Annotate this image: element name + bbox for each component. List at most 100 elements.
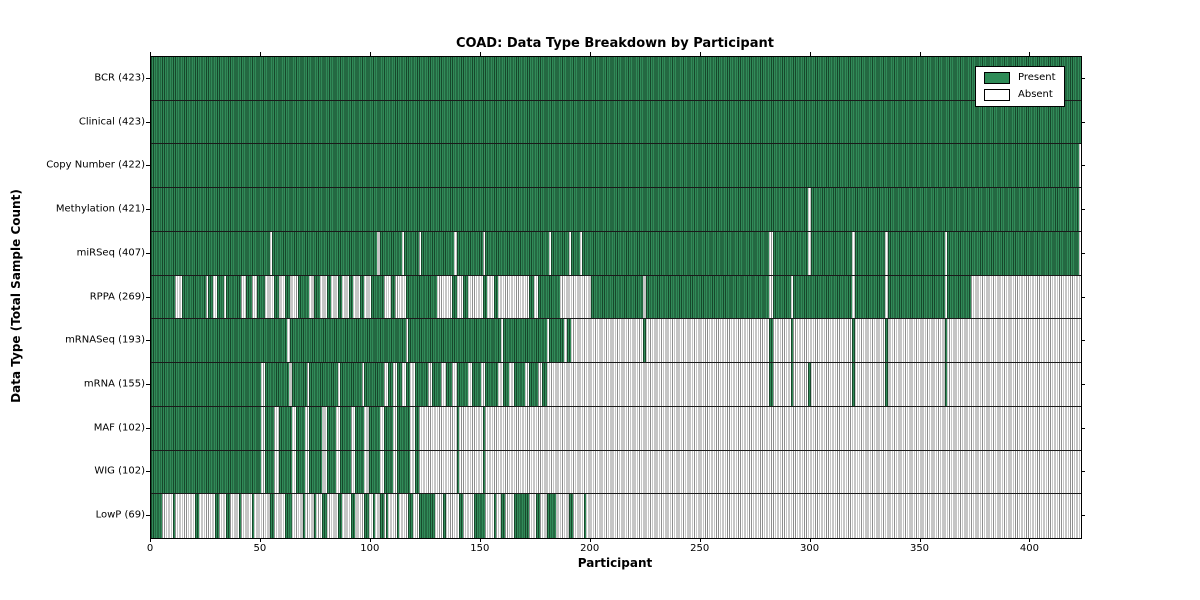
row-bcr <box>151 57 1081 101</box>
present-segment <box>326 275 332 319</box>
present-segment <box>151 319 288 363</box>
present-segment <box>351 494 356 538</box>
present-segment <box>298 275 310 319</box>
present-segment <box>348 275 354 319</box>
present-segment <box>364 363 385 406</box>
present-segment <box>854 275 886 319</box>
y-tick-mark <box>1081 121 1085 123</box>
present-segment <box>456 450 459 494</box>
x-tick-mark <box>919 538 921 542</box>
y-tick-mark <box>1081 340 1085 342</box>
present-segment <box>386 494 389 538</box>
present-segment <box>278 450 292 494</box>
present-segment <box>337 494 343 538</box>
present-segment <box>151 100 1081 144</box>
present-segment <box>151 363 261 406</box>
row-clinical <box>151 100 1081 145</box>
present-segment <box>151 275 176 319</box>
y-tick-mark <box>1081 252 1085 254</box>
present-segment <box>452 275 457 319</box>
present-segment <box>403 231 420 275</box>
present-segment <box>408 494 413 538</box>
present-segment <box>151 57 1081 100</box>
present-segment <box>581 231 769 275</box>
present-segment <box>485 363 499 406</box>
x-tick-mark <box>809 52 811 56</box>
row-methylation <box>151 188 1081 232</box>
present-segment <box>414 363 429 406</box>
present-segment <box>513 363 525 406</box>
row-lowp <box>151 494 1081 538</box>
legend-label-absent: Absent <box>1018 89 1053 100</box>
present-segment <box>406 363 411 406</box>
y-tick-mark <box>146 121 150 123</box>
y-axis-label: Data Type (Total Sample Count) <box>9 189 23 403</box>
present-segment <box>326 406 336 450</box>
present-segment <box>285 494 292 538</box>
x-tick-mark <box>589 538 591 542</box>
present-segment <box>245 275 253 319</box>
present-segment <box>548 319 565 363</box>
present-segment <box>502 319 547 363</box>
x-tick-label: 350 <box>909 543 930 554</box>
x-tick-mark <box>699 52 701 56</box>
legend-entry-present: Present <box>984 72 1056 84</box>
present-segment <box>384 450 393 494</box>
present-segment <box>397 363 402 406</box>
present-segment <box>309 406 323 450</box>
y-tick-mark <box>1081 427 1085 429</box>
present-segment <box>529 363 538 406</box>
row-wig <box>151 450 1081 495</box>
x-tick-label: 400 <box>1019 543 1039 554</box>
chart-title: COAD: Data Type Breakdown by Participant <box>456 36 774 51</box>
present-segment <box>151 144 1079 188</box>
x-tick-mark <box>150 52 151 56</box>
present-segment <box>302 494 305 538</box>
present-segment <box>296 450 305 494</box>
present-segment <box>379 231 402 275</box>
y-tick-mark <box>1081 209 1085 211</box>
present-segment <box>337 275 343 319</box>
present-segment <box>274 275 279 319</box>
present-segment <box>208 275 213 319</box>
present-segment <box>432 363 442 406</box>
y-tick-label: mRNA (155) <box>83 378 145 390</box>
present-segment <box>482 406 486 450</box>
present-segment <box>485 231 549 275</box>
present-segment <box>474 494 486 538</box>
present-segment <box>944 319 947 363</box>
x-tick-mark <box>809 538 811 542</box>
present-segment <box>265 363 290 406</box>
present-segment <box>584 494 587 538</box>
present-segment <box>225 275 242 319</box>
legend: Present Absent <box>975 66 1065 107</box>
present-segment <box>181 275 206 319</box>
present-segment <box>151 406 261 450</box>
present-segment <box>493 494 497 538</box>
present-segment <box>854 231 886 275</box>
x-axis-label: Participant <box>577 556 653 570</box>
x-tick-label: 250 <box>690 543 710 554</box>
present-segment <box>852 363 855 406</box>
present-segment <box>590 275 644 319</box>
x-tick-mark <box>150 538 151 542</box>
x-tick-mark <box>479 538 481 542</box>
x-tick-mark <box>699 538 701 542</box>
x-tick-mark <box>479 52 481 56</box>
x-tick-label: 300 <box>800 543 820 554</box>
present-segment <box>944 363 947 406</box>
y-tick-label: Copy Number (422) <box>46 159 145 171</box>
present-segment <box>296 406 305 450</box>
present-segment <box>810 231 853 275</box>
y-tick-mark <box>1081 515 1085 517</box>
present-segment <box>414 450 420 494</box>
present-segment <box>151 231 270 275</box>
y-tick-label: WIG (102) <box>94 465 145 477</box>
present-segment <box>456 406 459 450</box>
y-tick-mark <box>146 77 150 79</box>
x-tick-label: 150 <box>470 543 490 554</box>
present-segment <box>808 363 811 406</box>
present-segment <box>537 275 560 319</box>
present-segment <box>364 494 369 538</box>
present-segment <box>421 231 455 275</box>
